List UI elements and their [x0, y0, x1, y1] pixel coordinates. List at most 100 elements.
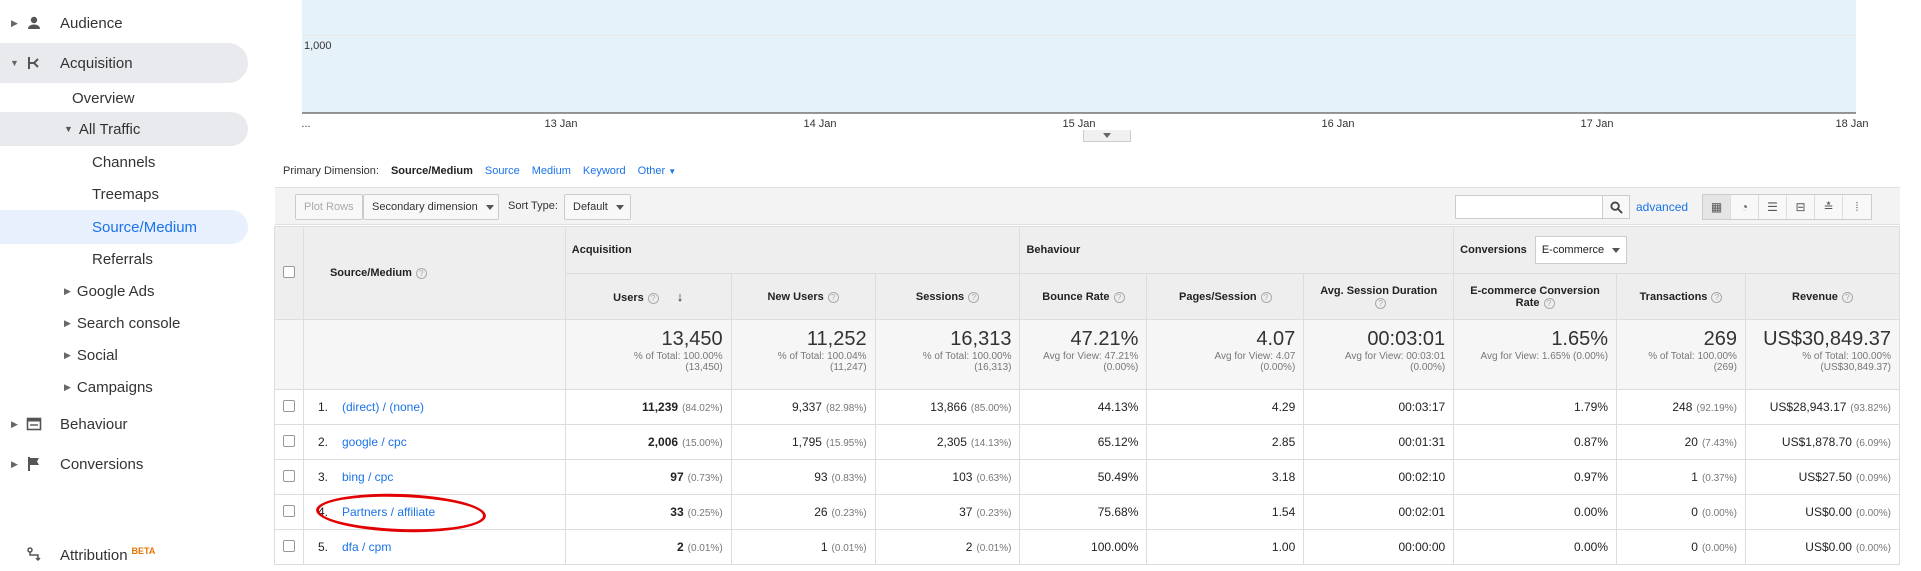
table-controls-bar: Plot Rows Secondary dimension Sort Type:… — [275, 187, 1900, 225]
chart-collapse-handle[interactable] — [1083, 130, 1131, 142]
table-row: 5. dfa / cpm 2 (0.01%) 1 (0.01%) 2 (0.01%) 1… — [274, 529, 1901, 565]
sidebar-item-behaviour[interactable]: ▶ Behaviour — [0, 413, 240, 435]
dimension-medium-link[interactable]: Medium — [531, 165, 571, 177]
help-icon: ? — [1543, 297, 1555, 309]
sidebar-item-label: Acquisition — [60, 54, 133, 72]
col-new-users[interactable]: New Users? — [730, 273, 876, 320]
col-revenue[interactable]: Revenue? — [1744, 273, 1901, 320]
source-medium-link[interactable]: (direct) / (none) — [341, 400, 425, 414]
total-base: (269) — [1713, 362, 1737, 373]
sidebar-item-label: Google Ads — [76, 282, 155, 300]
help-icon: ? — [647, 293, 659, 304]
sidebar-item-audience[interactable]: ▶ Audience — [0, 12, 240, 34]
chevron-down-icon: ▼ — [668, 167, 677, 176]
help-icon: ? — [827, 291, 839, 303]
total-base: (0.00%) — [1260, 362, 1296, 373]
new-users-value: 1 — [820, 540, 828, 554]
new-users-percent: (0.23%) — [831, 508, 867, 519]
total-value: 11,252 — [806, 328, 867, 350]
col-sessions[interactable]: Sessions? — [874, 273, 1021, 320]
sessions-value: 13,866 — [930, 400, 967, 414]
select-all-checkbox[interactable] — [282, 265, 295, 278]
chevron-down-icon: ▼ — [10, 58, 19, 68]
sidebar-item-social[interactable]: ▶ Social — [64, 345, 118, 365]
row-checkbox[interactable] — [282, 399, 295, 412]
sessions-percent: (14.13%) — [970, 438, 1012, 449]
sidebar-item-google-ads[interactable]: ▶ Google Ads — [64, 281, 154, 301]
revenue-value: US$27.50 — [1798, 470, 1852, 484]
sidebar-item-label: Channels — [92, 153, 156, 171]
sidebar-item-campaigns[interactable]: ▶ Campaigns — [64, 377, 153, 397]
col-avg-duration[interactable]: Avg. Session Duration? — [1303, 273, 1455, 320]
table-search-input[interactable] — [1455, 195, 1603, 219]
source-medium-link[interactable]: bing / cpc — [341, 470, 394, 484]
primary-dimension-label: Primary Dimension: — [283, 165, 379, 177]
dimension-other-dropdown[interactable]: Other ▼ — [637, 165, 677, 177]
chevron-down-icon — [1612, 247, 1621, 253]
sidebar-item-label: Attribution BETA — [60, 545, 156, 564]
row-checkbox[interactable] — [282, 539, 295, 552]
help-icon: ? — [415, 268, 427, 279]
dimension-header[interactable]: Source/Medium? — [302, 226, 566, 320]
source-medium-link[interactable]: Partners / affiliate — [341, 505, 436, 519]
sidebar-item-overview[interactable]: Overview — [72, 88, 135, 108]
pie-view-icon[interactable]: ◔ — [1731, 195, 1759, 219]
plot-rows-button[interactable]: Plot Rows — [295, 194, 363, 220]
comparison-view-icon[interactable]: ⊟ — [1787, 195, 1815, 219]
col-users[interactable]: Users? ↓ — [564, 273, 732, 320]
sort-type-dropdown[interactable]: Default — [564, 194, 631, 220]
help-icon: ? — [1260, 291, 1272, 303]
new-users-value: 93 — [814, 470, 828, 484]
total-percent: % of Total: 100.00% — [1648, 351, 1737, 362]
row-checkbox[interactable] — [282, 469, 295, 482]
table-view-icon[interactable]: ▦ — [1703, 195, 1731, 219]
sidebar-item-acquisition[interactable]: ▼ Acquisition — [0, 52, 240, 74]
table-row: 2. google / cpc 2,006 (15.00%) 1,795 (15.95… — [274, 424, 1901, 460]
dimension-keyword-link[interactable]: Keyword — [582, 165, 626, 177]
col-ecommerce-rate[interactable]: E-commerce Conversion Rate? — [1453, 273, 1618, 320]
acquisition-group-header: Acquisition — [564, 226, 1021, 274]
advanced-link[interactable]: advanced — [1636, 200, 1689, 214]
y-tick-label: 1,000 — [304, 40, 332, 53]
help-icon: ? — [1711, 291, 1723, 303]
sidebar-item-source-medium[interactable]: Source/Medium — [92, 217, 197, 237]
row-checkbox[interactable] — [282, 504, 295, 517]
sidebar-item-attribution[interactable]: Attribution BETA — [0, 544, 240, 566]
dimension-source-link[interactable]: Source — [484, 165, 520, 177]
total-cell: US$30,849.37 % of Total: 100.00% (US$30,… — [1744, 319, 1901, 390]
total-value: 1.65% — [1551, 328, 1609, 350]
pivot-view-icon[interactable]: ⦙ — [1855, 199, 1859, 214]
sessions-value: 2,305 — [936, 435, 967, 449]
conversions-type-dropdown[interactable]: E-commerce — [1534, 236, 1628, 264]
sidebar-item-channels[interactable]: Channels — [92, 152, 155, 172]
row-checkbox[interactable] — [282, 434, 295, 447]
transactions-percent: (0.00%) — [1701, 508, 1737, 519]
secondary-dimension-dropdown[interactable]: Secondary dimension — [363, 194, 499, 220]
sidebar-item-all-traffic[interactable]: ▼ All Traffic — [64, 119, 140, 139]
users-value: 33 — [670, 505, 684, 519]
sidebar-item-conversions[interactable]: ▶ Conversions — [0, 453, 240, 475]
source-medium-link[interactable]: dfa / cpm — [341, 540, 392, 554]
search-button[interactable] — [1602, 195, 1630, 219]
chart-svg — [302, 0, 1856, 114]
col-transactions[interactable]: Transactions? — [1616, 273, 1746, 320]
users-value: 2 — [676, 540, 684, 554]
col-pages-session[interactable]: Pages/Session? — [1146, 273, 1305, 320]
x-tick-label: ... — [301, 118, 311, 130]
col-bounce-rate[interactable]: Bounce Rate? — [1019, 273, 1148, 320]
revenue-percent: (93.82%) — [1850, 403, 1891, 414]
sidebar-item-referrals[interactable]: Referrals — [92, 249, 153, 269]
new-users-percent: (15.95%) — [825, 438, 867, 449]
source-medium-cell: 3. bing / cpc — [302, 459, 566, 495]
users-percent: (84.02%) — [682, 403, 723, 414]
sidebar-item-treemaps[interactable]: Treemaps — [92, 184, 159, 204]
term-cloud-view-icon[interactable]: ≛ — [1815, 195, 1843, 219]
performance-view-icon[interactable]: ☰ — [1759, 195, 1787, 219]
sort-type-label: Sort Type: — [508, 200, 558, 212]
source-medium-link[interactable]: google / cpc — [341, 435, 407, 449]
chevron-right-icon: ▶ — [64, 317, 71, 328]
chevron-down-icon — [485, 204, 494, 210]
sidebar-item-search-console[interactable]: ▶ Search console — [64, 313, 180, 333]
transactions-value: 0 — [1691, 505, 1698, 519]
total-percent: Avg for View: 00:03:01 — [1344, 351, 1446, 362]
